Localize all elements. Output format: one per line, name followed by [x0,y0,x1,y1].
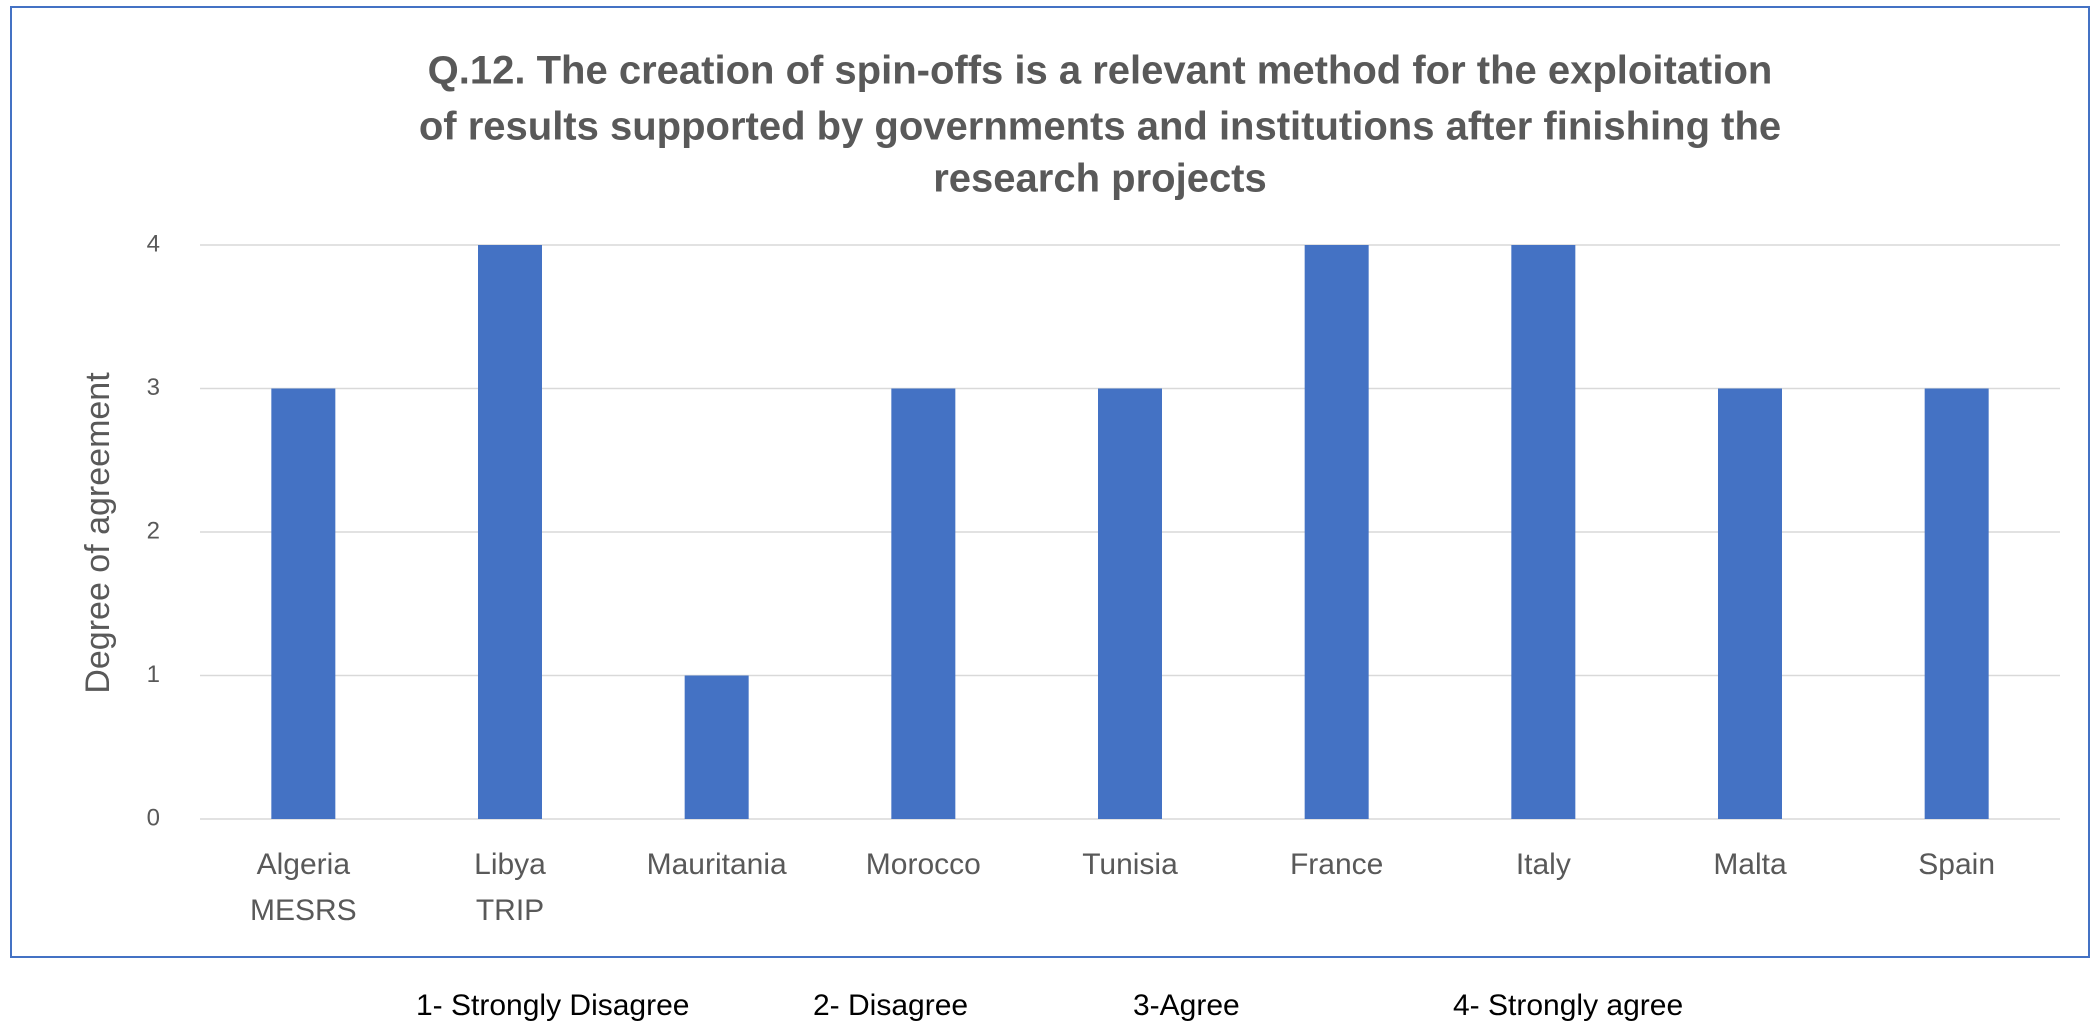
legend-note: 3-Agree [1133,989,1240,1022]
chart-title: Q.12. The creation of spin-offs is a rel… [428,49,1773,93]
y-tick-label: 1 [147,661,160,688]
legend-note: 4- Strongly agree [1453,989,1683,1022]
bar [1718,388,1782,819]
bar [1924,388,1989,819]
y-axis-label: Degree of agreement [79,372,117,694]
chart-title: of results supported by governments and … [419,105,1781,149]
x-tick-label: Tunisia [1082,848,1178,881]
y-tick-label: 2 [147,517,160,544]
x-tick-label: Morocco [866,848,981,881]
x-tick-label: Italy [1516,848,1571,881]
bar [1511,245,1576,819]
bar [271,388,336,819]
x-tick-label: Algeria MESRS [250,848,357,927]
bar [1304,245,1369,819]
x-tick-label: Libya TRIP [474,848,546,927]
chart-title: research projects [933,157,1267,201]
chart-border [10,6,2090,958]
legend-note: 2- Disagree [813,989,968,1022]
bar [684,675,749,819]
y-tick-label: 4 [147,230,160,257]
x-tick-label: Malta [1713,848,1787,881]
x-tick-label: France [1290,848,1383,881]
bar [891,388,956,819]
x-tick-label: Mauritania [647,848,787,881]
x-tick-label: Spain [1918,848,1995,881]
y-tick-label: 0 [147,804,160,831]
bar [1098,388,1162,819]
y-tick-label: 3 [147,374,160,401]
legend-note: 1- Strongly Disagree [416,989,689,1022]
bar [478,245,542,819]
